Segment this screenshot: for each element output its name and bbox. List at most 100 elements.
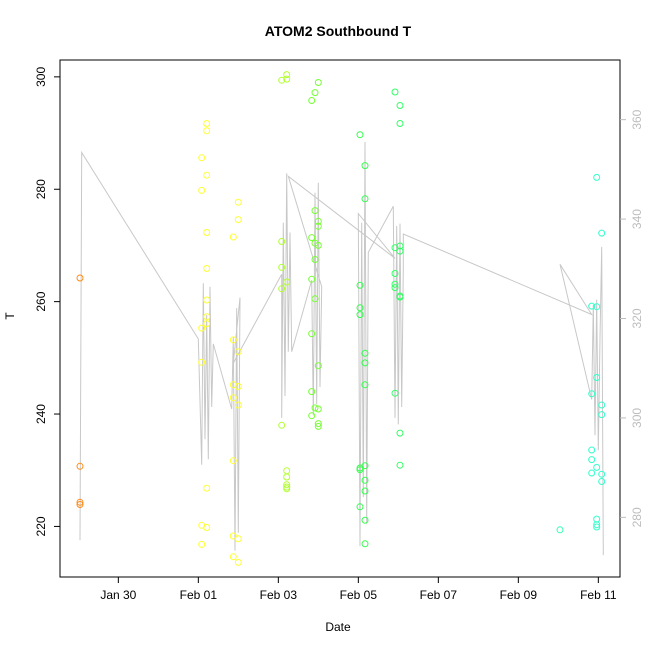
data-point bbox=[234, 216, 242, 224]
data-point bbox=[203, 296, 211, 304]
data-point bbox=[311, 256, 319, 263]
plot-frame bbox=[59, 59, 621, 578]
data-point bbox=[396, 102, 404, 109]
data-point bbox=[356, 466, 364, 474]
data-point bbox=[278, 263, 286, 271]
x-tick-label: Feb 05 bbox=[340, 588, 378, 602]
data-point bbox=[308, 412, 316, 420]
data-point bbox=[391, 280, 399, 288]
data-point bbox=[314, 222, 322, 230]
data-point bbox=[308, 388, 316, 396]
data-point bbox=[76, 462, 84, 470]
y-tick-label: 280 bbox=[34, 179, 48, 199]
data-point bbox=[311, 207, 319, 215]
data-point bbox=[361, 476, 369, 484]
data-point bbox=[314, 420, 322, 428]
data-point bbox=[311, 404, 319, 412]
data-point bbox=[234, 198, 242, 206]
data-point bbox=[314, 405, 322, 413]
data-point bbox=[308, 234, 316, 242]
data-point bbox=[203, 120, 211, 127]
y2-tick-label: 360 bbox=[630, 109, 644, 129]
y2-tick-label: 300 bbox=[630, 408, 644, 428]
y-tick-label: 300 bbox=[34, 67, 48, 87]
data-point bbox=[229, 553, 237, 561]
data-point bbox=[396, 242, 404, 250]
data-point bbox=[283, 278, 291, 286]
chart-title: ATOM2 Southbound T bbox=[265, 23, 412, 39]
data-point bbox=[283, 75, 291, 83]
data-point bbox=[361, 381, 369, 389]
x-tick-label: Feb 09 bbox=[500, 588, 538, 602]
data-point bbox=[283, 485, 291, 493]
data-point bbox=[198, 324, 206, 332]
data-point bbox=[314, 422, 322, 430]
data-point bbox=[361, 462, 369, 470]
data-point bbox=[593, 303, 601, 311]
data-point bbox=[396, 293, 404, 301]
data-point bbox=[361, 487, 369, 495]
data-point bbox=[391, 244, 399, 252]
data-point bbox=[278, 76, 286, 84]
data-point bbox=[356, 311, 364, 319]
data-point bbox=[234, 535, 242, 543]
data-point bbox=[229, 457, 237, 465]
data-point bbox=[356, 304, 364, 312]
data-point bbox=[311, 89, 319, 97]
data-point bbox=[598, 411, 606, 419]
data-point bbox=[361, 359, 369, 367]
data-point bbox=[234, 383, 242, 390]
data-point bbox=[598, 470, 606, 478]
x-tick-label: Feb 11 bbox=[580, 588, 617, 602]
data-point bbox=[229, 381, 237, 389]
data-point bbox=[314, 241, 322, 249]
data-point bbox=[314, 362, 322, 370]
data-point bbox=[203, 171, 211, 179]
data-point bbox=[234, 401, 242, 409]
line-layer bbox=[79, 141, 604, 556]
data-point bbox=[203, 265, 211, 272]
data-point bbox=[396, 247, 404, 255]
data-point bbox=[278, 421, 286, 429]
data-point bbox=[593, 173, 601, 181]
data-point bbox=[593, 521, 601, 529]
x-axis-title: Date bbox=[325, 620, 351, 634]
series-line bbox=[79, 141, 604, 556]
data-point bbox=[278, 285, 286, 293]
data-point bbox=[198, 358, 206, 366]
data-point bbox=[234, 558, 242, 566]
data-point bbox=[396, 120, 404, 127]
data-point bbox=[308, 275, 316, 283]
x-tick-label: Feb 07 bbox=[420, 588, 458, 602]
data-point bbox=[283, 71, 291, 79]
x-tick-label: Jan 30 bbox=[100, 588, 136, 602]
data-point bbox=[203, 313, 211, 321]
data-point bbox=[361, 195, 369, 203]
data-point bbox=[361, 540, 369, 548]
y-tick-label: 220 bbox=[34, 516, 48, 536]
data-point bbox=[198, 540, 206, 548]
data-point bbox=[76, 501, 84, 508]
data-point bbox=[588, 390, 596, 398]
data-point bbox=[203, 524, 211, 531]
data-point bbox=[314, 79, 322, 86]
point-layer bbox=[76, 71, 606, 566]
y-tick-label: 240 bbox=[34, 404, 48, 424]
data-point bbox=[356, 131, 364, 139]
data-point bbox=[593, 523, 601, 531]
y-tick-label: 260 bbox=[34, 291, 48, 311]
data-point bbox=[391, 389, 399, 397]
data-point bbox=[278, 238, 286, 245]
data-point bbox=[391, 88, 399, 96]
data-point bbox=[198, 154, 206, 162]
y2-tick-label: 340 bbox=[630, 209, 644, 229]
data-point bbox=[593, 374, 601, 381]
data-point bbox=[203, 229, 211, 236]
y-axis-title: T bbox=[3, 312, 17, 320]
data-point bbox=[556, 526, 564, 534]
data-point bbox=[356, 281, 364, 289]
data-point bbox=[203, 127, 211, 135]
data-point bbox=[598, 478, 606, 485]
data-point bbox=[598, 229, 606, 237]
